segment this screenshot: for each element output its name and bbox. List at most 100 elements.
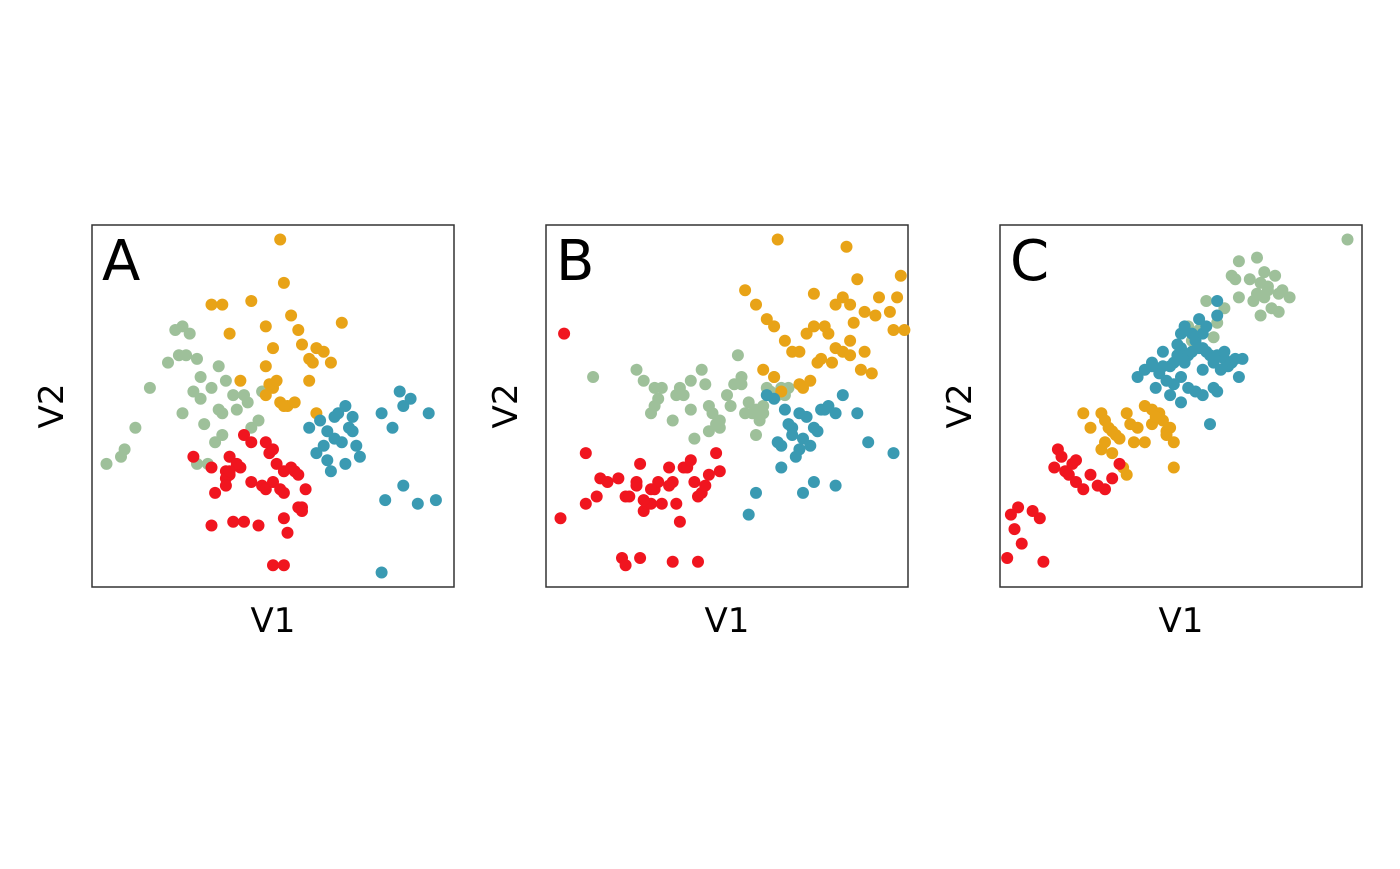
- panel-a-series-4-point: [267, 476, 279, 488]
- panel-c-series-1-point: [1251, 251, 1263, 264]
- panel-c-series-4-point: [1084, 468, 1097, 481]
- panel-b-series-4-point: [637, 494, 650, 507]
- panel-b-series-3-point: [800, 410, 813, 423]
- panel-b-series-3-point: [811, 425, 824, 438]
- panel-c-series-2-point: [1120, 407, 1133, 420]
- panel-c-series-4-point: [1113, 457, 1126, 470]
- panel-b-series-2-point: [844, 349, 857, 362]
- panel-b-series-2-point: [807, 287, 820, 300]
- panel-a-series-2-point: [277, 276, 290, 289]
- panel-b-series-4-point: [688, 476, 701, 488]
- panel-a-series-4-point: [230, 457, 243, 470]
- panel-c-series-3-point: [1182, 381, 1195, 394]
- panel-b-series-4-point: [634, 457, 647, 470]
- panel-c-series-2-point: [1106, 425, 1119, 438]
- panel-b-series-3-point: [793, 443, 806, 456]
- panel-b-series-1-point: [684, 403, 697, 416]
- panel-c-series-4-point: [1070, 454, 1082, 467]
- panel-b-series-1-point: [655, 381, 668, 394]
- panel-a-series-4-point: [267, 559, 279, 572]
- panel-c-series-2-point: [1127, 436, 1140, 449]
- panel-a-series-1-point: [183, 327, 196, 340]
- panel-c-series-3-point: [1149, 381, 1162, 394]
- panel-c-series-3-point: [1196, 363, 1209, 376]
- panel-b-series-1-point: [735, 371, 748, 383]
- panel-c-series-1-point: [1232, 255, 1245, 268]
- panel-c-label: C: [1010, 229, 1049, 294]
- panel-a-series-4-point: [209, 486, 222, 499]
- panel-a-series-2-point: [292, 324, 305, 336]
- panel-b-series-4-point: [663, 461, 676, 474]
- panel-b-series-2-point: [858, 305, 871, 318]
- panel-a-series-1-point: [209, 436, 222, 449]
- panel-b-series-2-point: [873, 291, 885, 304]
- panel-a-series-1-point: [227, 389, 240, 402]
- panel-b-series-1-point: [750, 429, 762, 441]
- panel-c-series-3-point: [1211, 309, 1224, 322]
- panel-c-series-3-point: [1196, 342, 1209, 355]
- panel-a-series-3-point: [393, 385, 406, 398]
- panel-a-ylabel: V2: [32, 384, 72, 429]
- panel-c-series-4-point: [1004, 508, 1017, 521]
- panel-b-series-4-point: [673, 515, 686, 528]
- panel-a-series-4-point: [277, 559, 290, 572]
- panel-c-series-4-point: [1106, 472, 1119, 485]
- panel-b-series-3-point: [829, 479, 842, 492]
- panel-a-series-4-point: [296, 505, 308, 517]
- panel-b-series-2-point: [760, 313, 773, 326]
- panel-b-series-2-point: [840, 240, 853, 253]
- panel-a-series-3-point: [310, 447, 323, 460]
- panel-c-series-1-point: [1232, 291, 1245, 304]
- panel-a-series-2-point: [303, 374, 316, 387]
- panel-a-series-4-point: [205, 519, 218, 532]
- panel-a-series-3-point: [346, 410, 359, 423]
- panel-b-series-3-point: [786, 429, 799, 441]
- panel-c-frame: [999, 224, 1363, 588]
- panel-b-series-3-point: [887, 447, 900, 460]
- panel-a-series-1-point: [194, 371, 207, 383]
- panel-b-series-4-point: [590, 490, 603, 503]
- panel-c-series-3-point: [1164, 389, 1177, 402]
- panel-c-series-4-point: [1077, 483, 1090, 496]
- panel-b-series-2-point: [844, 334, 857, 347]
- panel-a-series-1-point: [194, 392, 207, 405]
- panel-c-series-4-point: [1001, 552, 1014, 564]
- panel-b-series-3-point: [807, 476, 820, 488]
- panel-b-series-2-point: [804, 374, 817, 387]
- panel-b-series-2-point: [844, 298, 857, 311]
- panel-a-series-1-point: [143, 381, 156, 394]
- panel-c-series-2-point: [1120, 468, 1133, 481]
- panel-c-series-3-point: [1153, 367, 1166, 380]
- panel-b-series-4-point: [652, 476, 665, 488]
- panel-b-series-2-point: [869, 309, 882, 322]
- panel-a-series-1-point: [176, 407, 189, 420]
- panel-c-series-1-point: [1269, 269, 1282, 282]
- panel-b-series-2-point: [800, 327, 813, 340]
- panel-a-series-1-point: [252, 414, 265, 427]
- panel-a-series-3-point: [350, 439, 363, 452]
- panel-c-series-3-point: [1200, 320, 1213, 333]
- panel-a-series-2-point: [259, 360, 272, 373]
- panel-a-series-2-point: [317, 345, 330, 358]
- panel-b-series-2-point: [811, 356, 824, 369]
- panel-c-series-1-point: [1261, 280, 1274, 293]
- panel-b-series-3-point: [775, 461, 788, 474]
- panel-a-series-4-point: [238, 515, 250, 528]
- panel-a-series-1-point: [180, 349, 193, 362]
- panel-b-series-3-point: [836, 389, 849, 402]
- panel-a-series-2-point: [205, 298, 218, 311]
- panel-b-series-2-point: [847, 316, 860, 329]
- panel-a-series-4-point: [267, 443, 279, 456]
- panel-a-series-1-point: [191, 352, 203, 365]
- panel-c-series-3-point: [1156, 345, 1169, 358]
- panel-b-series-2-point: [778, 334, 791, 347]
- panel-c-series-3-point: [1211, 295, 1224, 307]
- panel-c-series-2-point: [1160, 429, 1173, 441]
- panel-c-series-3-point: [1178, 356, 1191, 369]
- panel-c-ylabel: V2: [940, 384, 980, 429]
- panel-c-series-3-point: [1236, 352, 1249, 365]
- panel-a-series-3-point: [422, 407, 435, 420]
- panel-c-series-4-point: [1048, 461, 1061, 474]
